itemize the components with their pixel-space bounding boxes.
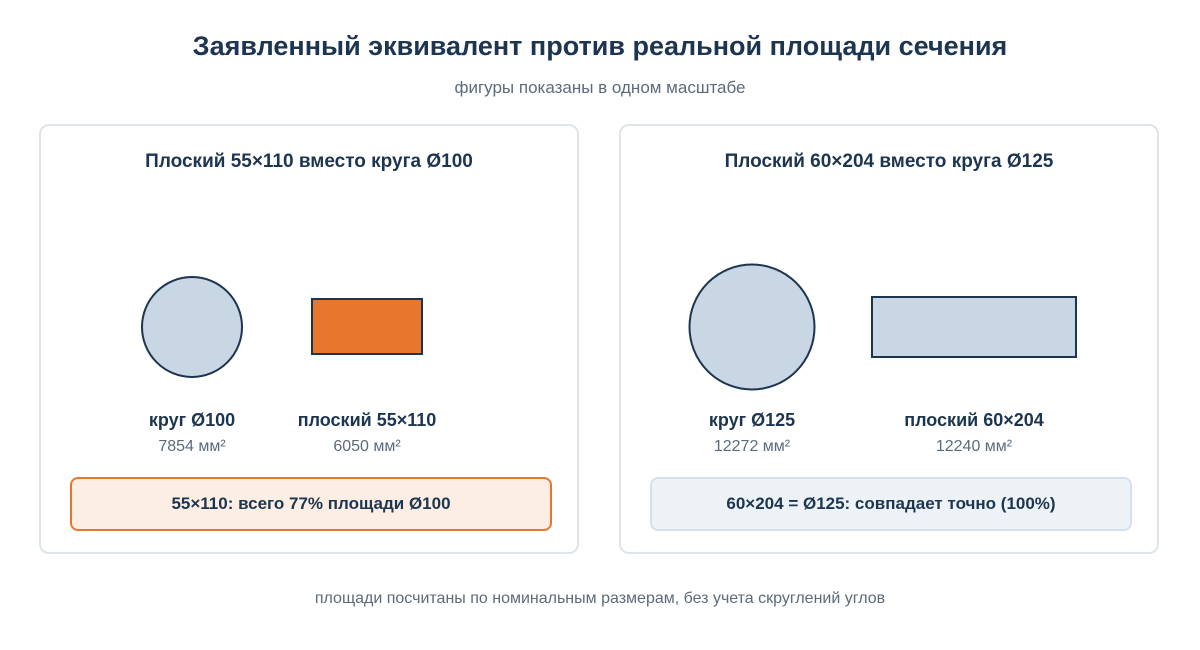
footnote: площади посчитаны по номинальным размера… <box>314 590 886 607</box>
shapes-drawing <box>141 276 423 378</box>
verdict-badge: 55×110: всего 77% площади Ø100 <box>70 477 552 531</box>
circle-shape <box>141 276 243 378</box>
card-title: Плоский 60×204 вместо круга Ø125 <box>724 151 1054 172</box>
page-subtitle: фигуры показаны в одном масштабе <box>454 78 746 97</box>
circle-shape <box>688 263 816 391</box>
flat-bar-shape <box>871 296 1077 358</box>
flat-bar-label: плоский 60×204 <box>904 410 1044 430</box>
flat-bar-area: 6050 мм² <box>333 438 401 455</box>
card-title: Плоский 55×110 вместо круга Ø100 <box>145 151 473 172</box>
flat-bar-label: плоский 55×110 <box>297 410 437 430</box>
flat-bar-area: 12240 мм² <box>935 438 1013 455</box>
circle-label: круг Ø100 <box>148 410 236 430</box>
comparison-card-1: Плоский 55×110 вместо круга Ø100 круг Ø1… <box>39 124 579 554</box>
circle-area: 7854 мм² <box>158 438 226 455</box>
flat-bar-shape <box>311 298 423 355</box>
shapes-drawing <box>688 263 1077 391</box>
circle-area: 12272 мм² <box>713 438 791 455</box>
circle-label: круг Ø125 <box>708 410 796 430</box>
page-title: Заявленный эквивалент против реальной пл… <box>192 31 1008 61</box>
verdict-badge: 60×204 = Ø125: совпадает точно (100%) <box>650 477 1132 531</box>
comparison-card-2: Плоский 60×204 вместо круга Ø125 круг Ø1… <box>619 124 1159 554</box>
